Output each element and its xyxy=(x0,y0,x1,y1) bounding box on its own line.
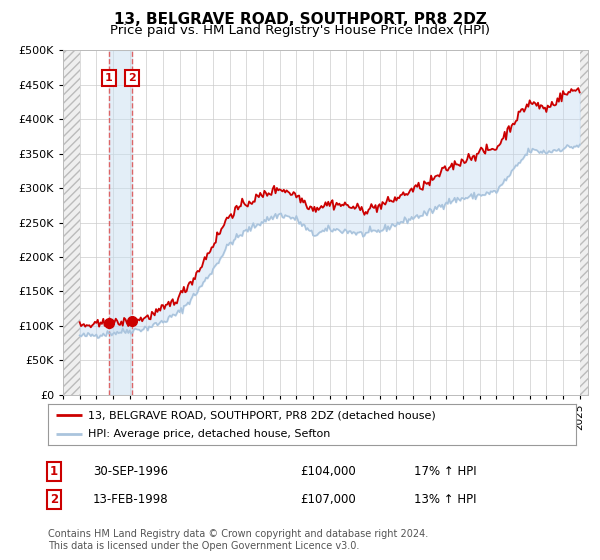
Text: HPI: Average price, detached house, Sefton: HPI: Average price, detached house, Seft… xyxy=(88,429,330,439)
Text: 13-FEB-1998: 13-FEB-1998 xyxy=(93,493,169,506)
Bar xyxy=(109,50,131,395)
Text: 13, BELGRAVE ROAD, SOUTHPORT, PR8 2DZ (detached house): 13, BELGRAVE ROAD, SOUTHPORT, PR8 2DZ (d… xyxy=(88,410,436,421)
Text: 13, BELGRAVE ROAD, SOUTHPORT, PR8 2DZ: 13, BELGRAVE ROAD, SOUTHPORT, PR8 2DZ xyxy=(113,12,487,27)
Bar xyxy=(63,50,80,395)
Text: This data is licensed under the Open Government Licence v3.0.: This data is licensed under the Open Gov… xyxy=(48,541,359,551)
Text: £104,000: £104,000 xyxy=(300,465,356,478)
Text: 13% ↑ HPI: 13% ↑ HPI xyxy=(414,493,476,506)
Text: Contains HM Land Registry data © Crown copyright and database right 2024.: Contains HM Land Registry data © Crown c… xyxy=(48,529,428,539)
Text: Price paid vs. HM Land Registry's House Price Index (HPI): Price paid vs. HM Land Registry's House … xyxy=(110,24,490,37)
Text: 2: 2 xyxy=(50,493,58,506)
Bar xyxy=(580,50,588,395)
Text: 30-SEP-1996: 30-SEP-1996 xyxy=(93,465,168,478)
Text: 1: 1 xyxy=(105,73,113,83)
Text: 1: 1 xyxy=(50,465,58,478)
Text: 17% ↑ HPI: 17% ↑ HPI xyxy=(414,465,476,478)
Text: 2: 2 xyxy=(128,73,136,83)
Text: £107,000: £107,000 xyxy=(300,493,356,506)
